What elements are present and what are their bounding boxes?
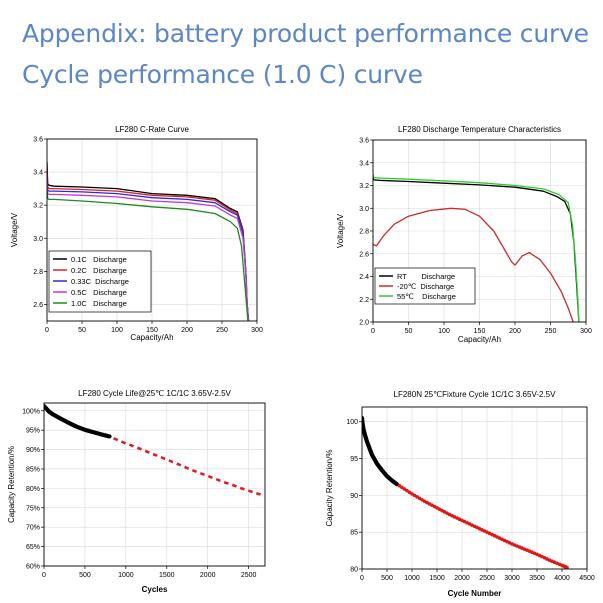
y-tick-label: 2.2 — [359, 297, 369, 304]
y-axis-label: Voltage/V — [336, 213, 345, 248]
y-tick-label: 3.0 — [33, 236, 43, 243]
y-tick-label: 2.8 — [33, 269, 43, 276]
temperature-chart: 0 50 100 150 200 250 300 2.0 2.2 2.4 2.6 2.8 3.0 3.2 3… — [336, 125, 592, 344]
y-tick-label: 3.4 — [33, 170, 43, 177]
x-tick-label: 0 — [42, 572, 46, 579]
x-tick-label: 200 — [509, 328, 521, 335]
plot-frame — [43, 402, 266, 567]
plot-area — [362, 415, 569, 569]
page-title: Appendix: battery product performance cu… — [22, 19, 589, 48]
legend-label: 0.5C Discharge — [71, 288, 127, 297]
x-tick-label: 1000 — [404, 575, 420, 582]
x-tick-label: 2000 — [200, 572, 216, 579]
x-axis-label: Cycles — [142, 585, 168, 594]
x-tick-label: 4000 — [554, 575, 570, 582]
legend-label: 55℃ Discharge — [397, 292, 456, 301]
x-tick-label: 1000 — [118, 572, 134, 579]
plot-frame — [361, 406, 588, 570]
x-tick-label: 1500 — [159, 572, 175, 579]
x-tick-label: 50 — [78, 327, 86, 334]
projected-series — [113, 437, 262, 496]
series-line-2 — [373, 173, 580, 322]
x-tick-label: 1500 — [429, 575, 445, 582]
c-rate-chart: 0 50 100 150 200 250 300 2.6 2.8 3.0 3.2 3.4 3.6 LF28… — [10, 125, 263, 342]
y-tick-label: 95% — [26, 428, 40, 435]
x-tick-label: 0 — [360, 575, 364, 582]
x-tick-label: 0 — [371, 328, 375, 335]
legend-label: 0.2C Discharge — [71, 266, 127, 275]
legend-label: 1.0C Discharge — [71, 299, 127, 308]
plot-area — [373, 173, 580, 322]
y-tick-label: 100% — [22, 408, 40, 415]
projected-point — [565, 565, 569, 569]
x-tick-label: 3000 — [504, 575, 520, 582]
legend-label: -20℃ Discharge — [397, 282, 454, 291]
y-tick-label: 65% — [26, 544, 40, 551]
series-line-3 — [47, 180, 250, 321]
x-tick-label: 2000 — [454, 575, 470, 582]
plot-area — [44, 404, 262, 496]
x-tick-label: 2500 — [479, 575, 495, 582]
y-tick-label: 3.6 — [359, 138, 369, 145]
y-tick-label: 75% — [26, 505, 40, 512]
y-axis-label: Capacity Retention/% — [7, 446, 16, 523]
x-axis-label: Capacity/Ah — [458, 335, 501, 344]
y-axis-label: Voltage/V — [10, 212, 19, 247]
y-tick-label: 3.0 — [359, 206, 369, 213]
x-tick-label: 250 — [545, 328, 557, 335]
y-axis-label: Capacity Retention/% — [325, 450, 334, 527]
x-tick-label: 100 — [111, 327, 123, 334]
x-tick-label: 0 — [45, 327, 49, 334]
y-tick-label: 2.6 — [359, 251, 369, 258]
measured-series — [44, 404, 112, 439]
y-tick-label: 85% — [26, 466, 40, 473]
series-line-1 — [373, 207, 574, 322]
y-tick-label: 3.4 — [359, 160, 369, 167]
series-line-4 — [47, 188, 249, 321]
x-tick-label: 50 — [405, 328, 413, 335]
x-tick-label: 3500 — [529, 575, 545, 582]
y-tick-label: 3.6 — [33, 137, 43, 144]
x-tick-label: 150 — [474, 328, 486, 335]
y-tick-label: 85 — [350, 530, 358, 537]
y-tick-label: 80 — [350, 567, 358, 574]
chart-title: LF280 C-Rate Curve — [115, 125, 189, 134]
y-tick-label: 95 — [350, 456, 358, 463]
fixture-cycle-chart: 0 500 1000 1500 2000 2500 3000 3500 4000 4500 80 85… — [325, 390, 595, 598]
y-tick-label: 2.4 — [359, 274, 369, 281]
chart-title: LF280N 25℃Fixture Cycle 1C/1C 3.65V-2.5V — [394, 390, 557, 399]
legend-label: 0.1C Discharge — [71, 255, 127, 264]
plot-area — [47, 162, 250, 321]
y-tick-label: 2.0 — [359, 320, 369, 327]
x-tick-label: 250 — [216, 327, 228, 334]
x-axis-label: Capacity/Ah — [130, 333, 173, 342]
x-tick-label: 2500 — [241, 572, 257, 579]
x-tick-label: 300 — [580, 328, 592, 335]
y-tick-label: 70% — [26, 525, 40, 532]
y-tick-label: 3.2 — [359, 183, 369, 190]
x-tick-label: 150 — [146, 327, 158, 334]
x-tick-label: 200 — [181, 327, 193, 334]
x-tick-label: 500 — [381, 575, 393, 582]
x-tick-label: 500 — [79, 572, 91, 579]
y-tick-label: 60% — [26, 564, 40, 571]
legend-label: 0.33C Discharge — [71, 277, 129, 286]
y-tick-label: 3.2 — [33, 203, 43, 210]
y-tick-label: 100 — [346, 419, 358, 426]
x-tick-label: 100 — [438, 328, 450, 335]
legend-label: RT Discharge — [397, 272, 455, 281]
y-tick-label: 90% — [26, 447, 40, 454]
y-tick-label: 2.6 — [33, 302, 43, 309]
page-subtitle: Cycle performance (1.0 C) curve — [22, 60, 423, 89]
y-tick-label: 80% — [26, 486, 40, 493]
x-tick-label: 4500 — [579, 575, 595, 582]
cycle-life-chart: 0 500 1000 1500 2000 2500 60% 65% 70% 75% 80% 85% 90… — [7, 389, 266, 594]
x-tick-label: 300 — [251, 327, 263, 334]
measured-series — [362, 415, 400, 487]
y-tick-label: 2.8 — [359, 229, 369, 236]
x-axis-label: Cycle Number — [448, 589, 502, 598]
chart-title: LF280 Discharge Temperature Characterist… — [398, 125, 561, 134]
y-tick-label: 90 — [350, 493, 358, 500]
chart-title: LF280 Cycle Life@25℃ 1C/1C 3.65V-2.5V — [78, 389, 231, 398]
